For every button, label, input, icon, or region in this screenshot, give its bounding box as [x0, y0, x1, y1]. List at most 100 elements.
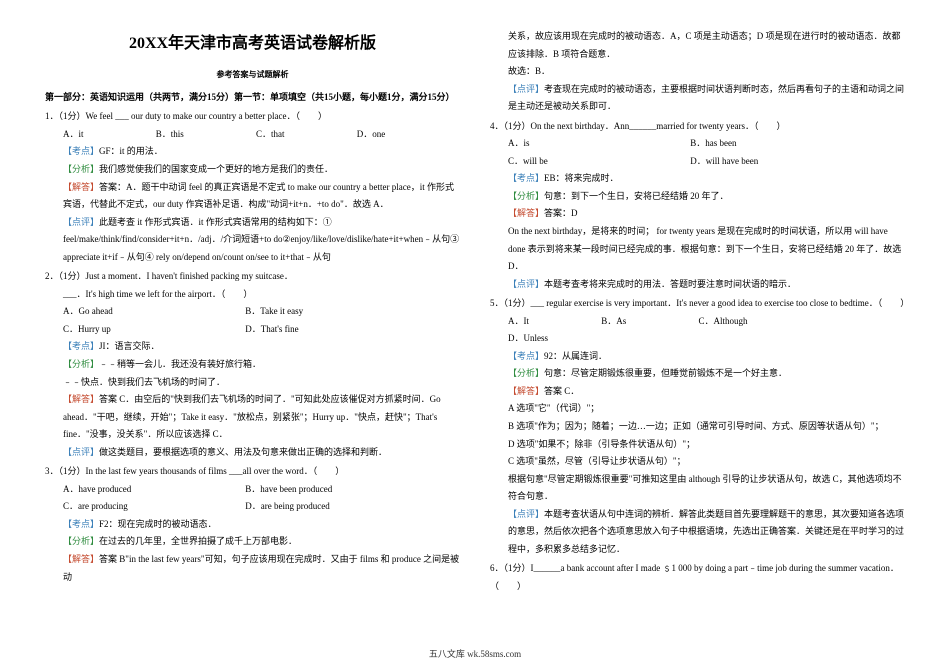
q3-options-row2: C．are producing D．are being produced [63, 498, 460, 516]
q4-jd2: On the next birthday，是将来的时间； for twenty … [508, 223, 905, 276]
kd-label: 【考点】 [508, 173, 544, 183]
q2-dp: 【点评】做这类题目，要根据选项的意义、用法及句意来做出正确的选择和判断． [63, 444, 460, 462]
kd-label: 【考点】 [63, 341, 99, 351]
left-column: 20XX年天津市高考英语试卷解析版 参考答案与试题解析 第一部分：英语知识运用（… [45, 28, 460, 596]
fx-text: 我们感觉使我们的国家变成一个更好的地方是我们的责任． [99, 164, 333, 174]
q1-opt-b: B．this [156, 126, 184, 144]
question-5: 5．（1分）___ regular exercise is very impor… [490, 295, 905, 558]
q2-options-row1: A．Go ahead B．Take it easy [63, 303, 460, 321]
kd-label: 【考点】 [508, 351, 544, 361]
fx-label: 【分析】 [63, 536, 99, 546]
q2-fx: 【分析】﹣﹣稍等一会儿．我还没有装好旅行箱． [63, 356, 460, 374]
dp-label: 【点评】 [508, 509, 544, 519]
q2-opt-c: C．Hurry up [63, 321, 243, 339]
q3-opt-c: C．are producing [63, 498, 243, 516]
q3-fx: 【分析】在过去的几年里，全世界拍摄了成千上万部电影． [63, 533, 460, 551]
q2-stem2: ___．It's high time we left for the airpo… [63, 286, 460, 304]
jd-label: 【解答】 [63, 554, 99, 564]
q1-jd: 【解答】答案：A．题干中动词 feel 的真正宾语是不定式 to make ou… [63, 179, 460, 214]
jd-text: 答案：D [544, 208, 578, 218]
question-6: 6．（1分）I______a bank account after I made… [490, 560, 905, 595]
q5-jd: 【解答】答案 C． [508, 383, 905, 401]
jd-text: 答案 B"in the last few years"可知，句子应该用现在完成时… [63, 554, 459, 582]
jd-text: 答案 C．由空后的"快到我们去飞机场的时间了．"可知此处应该催促对方抓紧时间．G… [63, 394, 441, 439]
q5-l1: A 选项"它"（代词）"； [508, 400, 905, 418]
dp-text: 考查现在完成时的被动语态，主要根据时间状语判断时态，然后再看句子的主语和动词之间… [508, 84, 904, 112]
q3-stem: 3．（1分）In the last few years thousands of… [45, 463, 460, 481]
fx-text: 在过去的几年里，全世界拍摄了成千上万部电影． [99, 536, 297, 546]
dp-label: 【点评】 [508, 279, 544, 289]
section-header: 第一部分：英语知识运用（共两节，满分15分）第一节：单项填空（共15小题，每小题… [45, 89, 460, 107]
q1-opt-a: A．it [63, 126, 84, 144]
kd-text: JI：语言交际． [99, 341, 160, 351]
kd-text: GF：it 的用法． [99, 146, 163, 156]
jd-label: 【解答】 [63, 182, 99, 192]
q3-opt-a: A．have produced [63, 481, 243, 499]
question-3: 3．（1分）In the last few years thousands of… [45, 463, 460, 586]
dp-text: 此题考查 it 作形式宾语．it 作形式宾语常用的结构如下：① feel/mak… [63, 217, 459, 262]
q4-opt-d: D．will have been [690, 153, 870, 171]
q3-opt-d: D．are being produced [245, 498, 425, 516]
fx-label: 【分析】 [63, 164, 99, 174]
jd-text: 答案：A．题干中动词 feel 的真正宾语是不定式 to make our co… [63, 182, 454, 210]
kd-label: 【考点】 [63, 519, 99, 529]
fx-text: 句意：尽管定期锻炼很重要，但睡觉前锻炼不是一个好主意． [544, 368, 787, 378]
fx-text: ﹣﹣稍等一会儿．我还没有装好旅行箱． [99, 359, 261, 369]
q5-options: A．It B．As C．Although D．Unless [508, 313, 905, 348]
q3-jd: 【解答】答案 B"in the last few years"可知，句子应该用现… [63, 551, 460, 586]
question-4: 4．（1分）On the next birthday．Ann______marr… [490, 118, 905, 293]
jd-text: 答案 C． [544, 386, 579, 396]
q5-stem: 5．（1分）___ regular exercise is very impor… [490, 295, 905, 313]
q1-opt-c: C．that [256, 126, 285, 144]
dp-label: 【点评】 [63, 217, 99, 227]
q1-options: A．it B．this C．that D．one [63, 126, 460, 144]
q4-kd: 【考点】EB：将来完成时． [508, 170, 905, 188]
q5-l2: B 选项"作为；因为；随着；一边…一边；正如（通常可引导时间、方式、原因等状语从… [508, 418, 905, 436]
kd-text: 92：从属连词． [544, 351, 607, 361]
q5-opt-c: C．Although [699, 313, 748, 331]
q2-kd: 【考点】JI：语言交际． [63, 338, 460, 356]
doc-subtitle: 参考答案与试题解析 [45, 67, 460, 83]
kd-label: 【考点】 [63, 146, 99, 156]
q5-dp: 【点评】本题考查状语从句中连词的辨析．解答此类题目首先要理解题干的意思，其次要知… [508, 506, 905, 559]
question-1: 1．（1分）We feel ___ our duty to make our c… [45, 108, 460, 266]
q4-stem: 4．（1分）On the next birthday．Ann______marr… [490, 118, 905, 136]
page-footer: 五八文库 wk.58sms.com [0, 647, 950, 660]
fx-label: 【分析】 [63, 359, 99, 369]
q1-kd: 【考点】GF：it 的用法． [63, 143, 460, 161]
q5-opt-a: A．It [508, 313, 529, 331]
q4-fx: 【分析】句意：到下一个生日，安将已经结婚 20 年了． [508, 188, 905, 206]
jd-label: 【解答】 [508, 208, 544, 218]
q5-kd: 【考点】92：从属连词． [508, 348, 905, 366]
q1-stem: 1．（1分）We feel ___ our duty to make our c… [45, 108, 460, 126]
q3-dp: 【点评】考查现在完成时的被动语态，主要根据时间状语判断时态，然后再看句子的主语和… [508, 81, 905, 116]
q4-options-row1: A．is B．has been [508, 135, 905, 153]
q1-opt-d: D．one [357, 126, 386, 144]
q4-opt-a: A．is [508, 135, 688, 153]
q4-opt-c: C．will be [508, 153, 688, 171]
q6-stem: 6．（1分）I______a bank account after I made… [490, 560, 905, 595]
dp-label: 【点评】 [63, 447, 99, 457]
q3-options-row1: A．have produced B．have been produced [63, 481, 460, 499]
q4-jd: 【解答】答案：D [508, 205, 905, 223]
q5-opt-d: D．Unless [508, 330, 548, 348]
q1-fx: 【分析】我们感觉使我们的国家变成一个更好的地方是我们的责任． [63, 161, 460, 179]
q4-options-row2: C．will be D．will have been [508, 153, 905, 171]
q2-opt-b: B．Take it easy [245, 303, 425, 321]
q5-l3: D 选项"如果不；除非（引导条件状语从句）"； [508, 436, 905, 454]
fx-label: 【分析】 [508, 368, 544, 378]
q3-opt-b: B．have been produced [245, 481, 425, 499]
q5-fx: 【分析】句意：尽管定期锻炼很重要，但睡觉前锻炼不是一个好主意． [508, 365, 905, 383]
q3-cont-1: 关系，故应该用现在完成时的被动语态．A，C 项是主动语态；D 项是现在进行时的被… [508, 28, 905, 63]
q1-dp: 【点评】此题考查 it 作形式宾语．it 作形式宾语常用的结构如下：① feel… [63, 214, 460, 267]
jd-label: 【解答】 [63, 394, 99, 404]
dp-text: 本题考查考将来完成时的用法．答题时要注意时间状语的暗示． [544, 279, 796, 289]
q2-fx2: ﹣﹣快点．快到我们去飞机场的时间了． [63, 374, 460, 392]
q2-jd: 【解答】答案 C．由空后的"快到我们去飞机场的时间了．"可知此处应该催促对方抓紧… [63, 391, 460, 444]
q5-opt-b: B．As [601, 313, 626, 331]
q3-cont-2: 故选：B． [508, 63, 905, 81]
q2-opt-d: D．That's fine [245, 321, 425, 339]
q2-stem: 2．（1分）Just a moment．I haven't finished p… [45, 268, 460, 286]
dp-text: 做这类题目，要根据选项的意义、用法及句意来做出正确的选择和判断． [99, 447, 387, 457]
dp-label: 【点评】 [508, 84, 544, 94]
